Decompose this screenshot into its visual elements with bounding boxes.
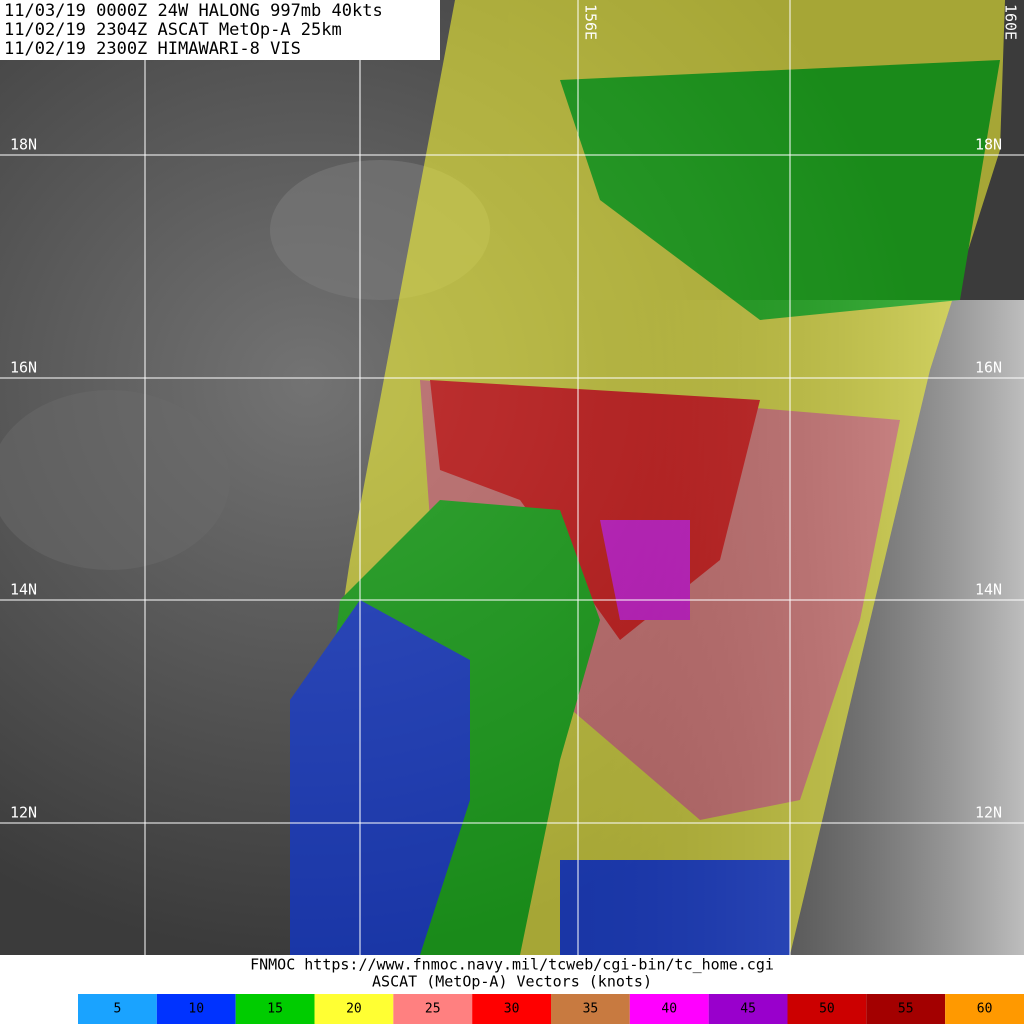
legend-label: 35 (583, 1002, 599, 1017)
swath-region (600, 520, 690, 620)
lat-label: 12N (975, 804, 1002, 822)
legend-swatch (708, 994, 788, 1024)
lat-label: 16N (10, 359, 37, 377)
legend-label: 10 (188, 1002, 204, 1017)
header-line: 11/03/19 0000Z 24W HALONG 997mb 40kts (4, 1, 383, 21)
lat-label: 16N (975, 359, 1002, 377)
grid (0, 0, 1024, 955)
legend-label: 30 (504, 1002, 520, 1017)
legend-label: 50 (819, 1002, 835, 1017)
legend-swatch (156, 994, 236, 1024)
lat-label: 14N (975, 581, 1002, 599)
lat-label: 18N (975, 136, 1002, 154)
legend-swatch (866, 994, 946, 1024)
wind-swath (290, 0, 1005, 955)
legend-label: 25 (425, 1002, 441, 1017)
grid-labels: 18N 16N 14N 12N 18N 16N 14N 12N 156E 160… (10, 4, 1020, 822)
lat-label: 18N (10, 136, 37, 154)
legend-swatch (945, 994, 1024, 1024)
legend: 5 10 15 20 25 30 35 40 45 50 55 60 (78, 994, 1024, 1024)
legend-swatch (629, 994, 709, 1024)
legend-swatch (78, 994, 157, 1024)
footer-line: ASCAT (MetOp-A) Vectors (knots) (372, 973, 652, 991)
header: 11/03/19 0000Z 24W HALONG 997mb 40kts 11… (0, 0, 440, 60)
header-box (0, 0, 440, 60)
legend-swatch (472, 994, 551, 1024)
legend-label: 40 (661, 1002, 677, 1017)
lat-label: 12N (10, 804, 37, 822)
legend-swatch (393, 994, 473, 1024)
legend-label: 20 (346, 1002, 362, 1017)
legend-label: 55 (898, 1002, 914, 1017)
swath-region (560, 60, 1000, 320)
legend-label: 5 (114, 1002, 122, 1017)
legend-swatch (235, 994, 315, 1024)
legend-swatch (314, 994, 394, 1024)
legend-label: 60 (977, 1002, 993, 1017)
header-line: 11/02/19 2304Z ASCAT MetOp-A 25km (4, 20, 342, 40)
legend-swatch (551, 994, 630, 1024)
legend-label: 15 (267, 1002, 283, 1017)
lon-label: 156E (582, 4, 600, 40)
swath-region (290, 600, 470, 955)
footer-line: FNMOC https://www.fnmoc.navy.mil/tcweb/c… (250, 956, 774, 974)
swath-region (560, 860, 790, 955)
lat-label: 14N (10, 581, 37, 599)
legend-swatch (787, 994, 867, 1024)
legend-label: 45 (740, 1002, 756, 1017)
lon-label: 160E (1002, 4, 1020, 40)
header-line: 11/02/19 2300Z HIMAWARI-8 VIS (4, 39, 301, 59)
